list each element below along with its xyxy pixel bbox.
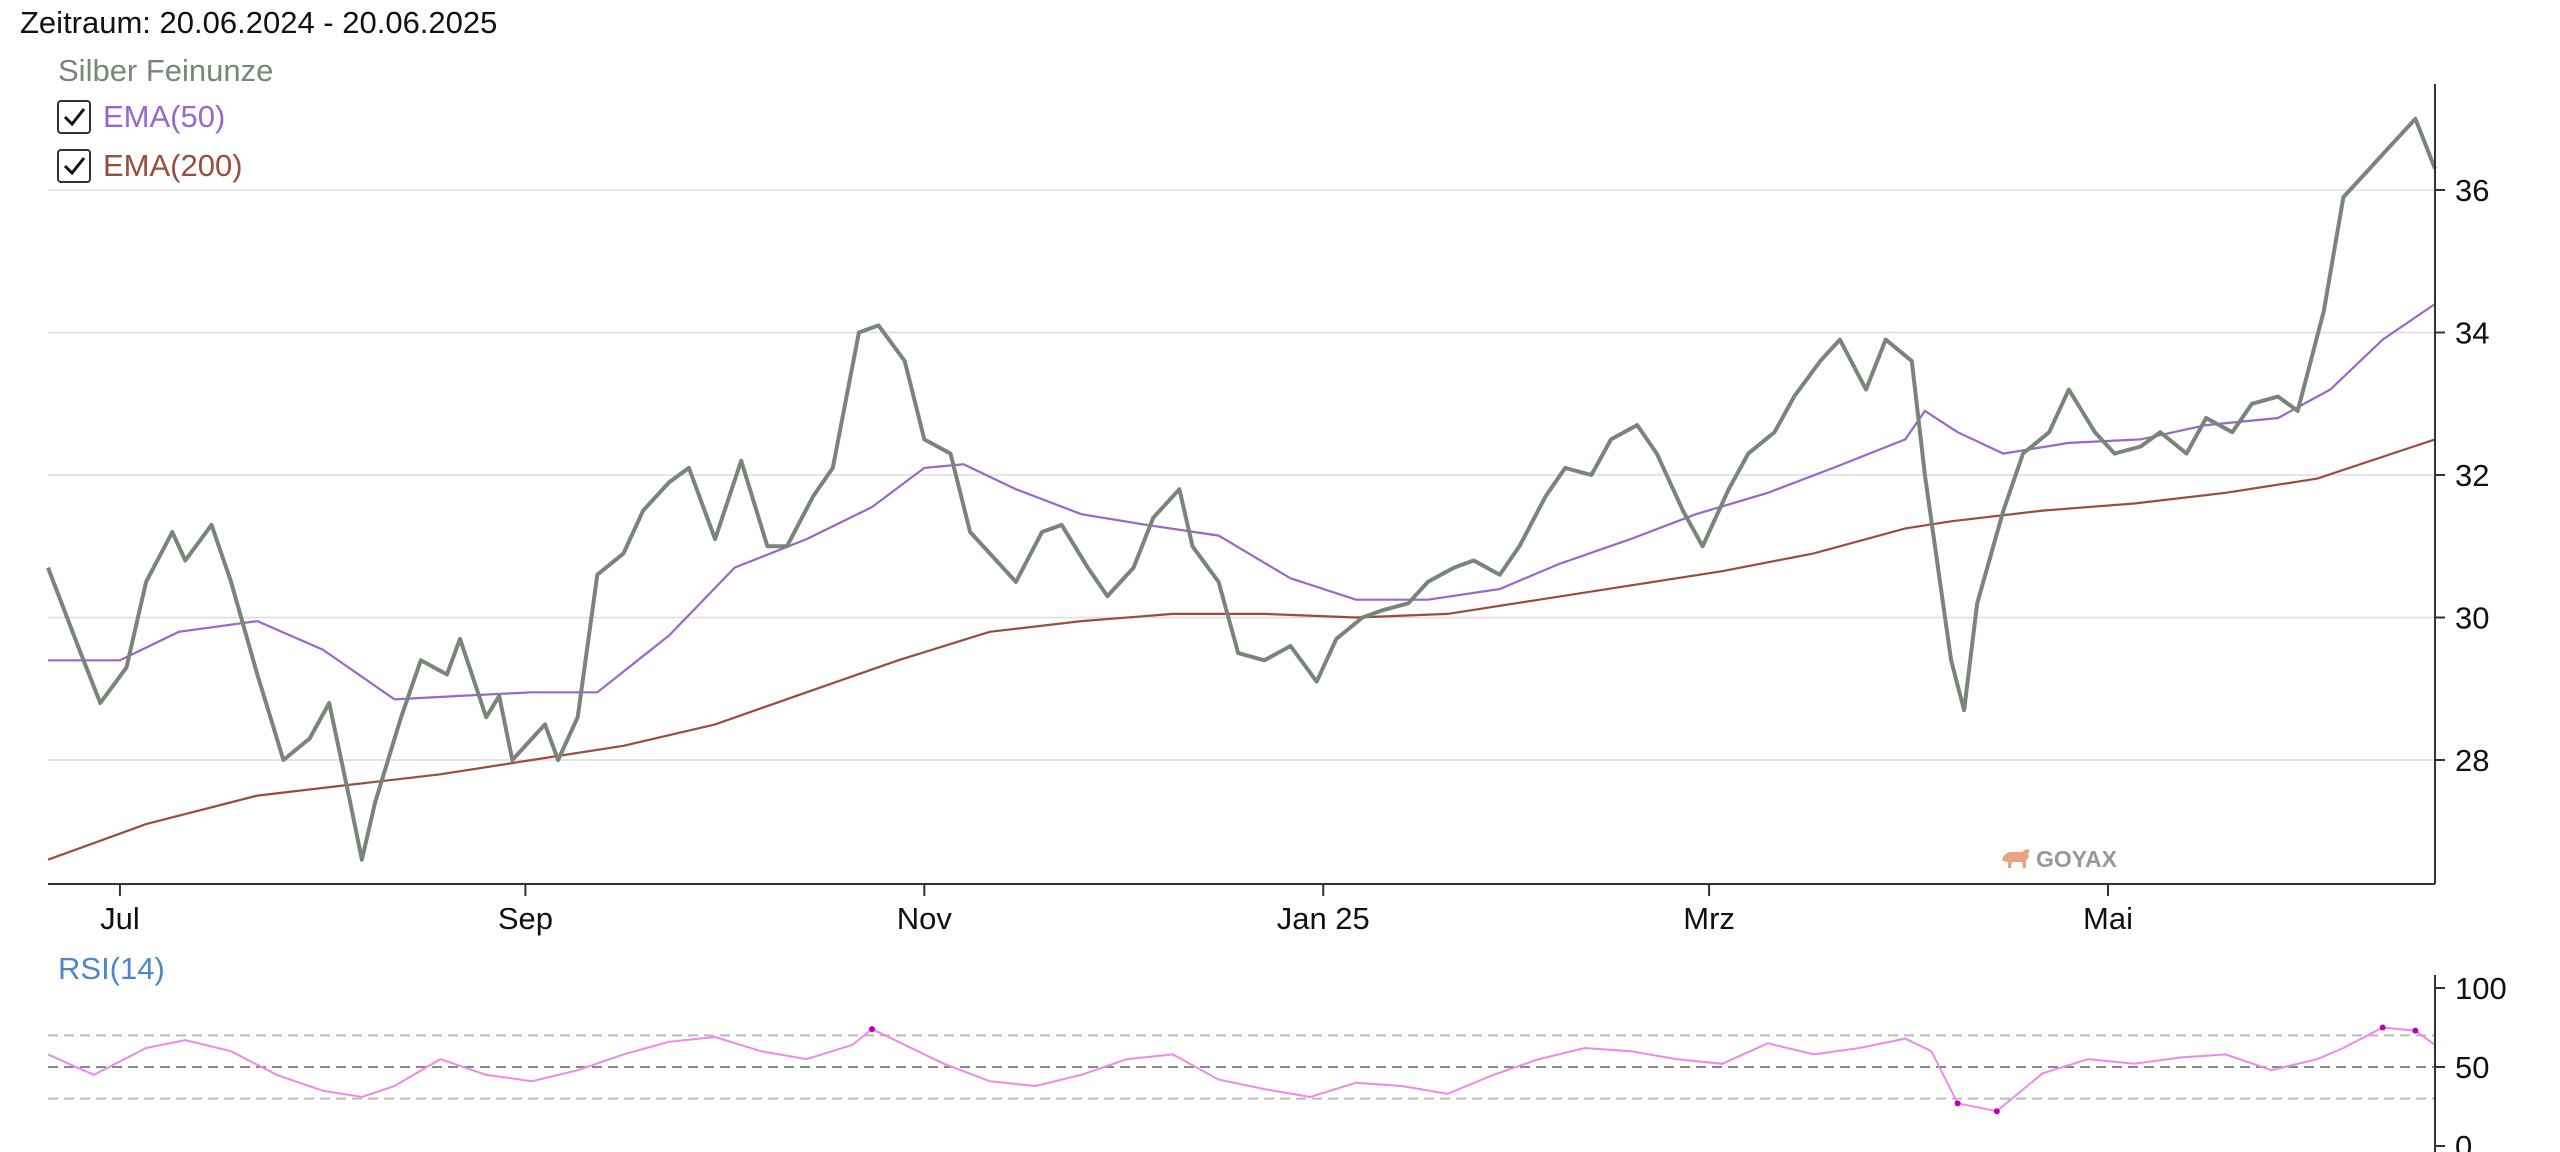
x-tick-label: Jul — [100, 901, 140, 936]
rsi-extreme-point — [1954, 1100, 1961, 1107]
legend-ema200-label: EMA(200) — [103, 148, 243, 183]
legend: Silber Feinunze EMA(50) EMA(200) — [57, 53, 273, 183]
y-tick-label: 28 — [2455, 743, 2489, 778]
rsi-extreme-segments — [869, 1024, 2419, 1115]
main-grid — [48, 189, 2435, 761]
y-tick-label: 36 — [2455, 173, 2489, 208]
y-tick-label: 34 — [2455, 316, 2489, 351]
rsi-extreme-point — [869, 1026, 876, 1033]
rsi-y-tick-label: 100 — [2455, 971, 2507, 1006]
rsi-reference-lines — [48, 1034, 2435, 1100]
x-tick-label: Nov — [897, 901, 953, 936]
watermark-text: GOYAX — [2036, 846, 2118, 872]
legend-price-label: Silber Feinunze — [58, 53, 273, 88]
x-tick-label: Sep — [498, 901, 553, 936]
checkmark-icon — [63, 157, 86, 176]
rsi-label: RSI(14) — [58, 951, 165, 986]
ema200-checkbox[interactable] — [57, 149, 91, 183]
x-tick-label: Mai — [2083, 901, 2133, 936]
bull-icon — [2002, 849, 2030, 868]
x-tick-label: Mrz — [1683, 901, 1735, 936]
legend-ema200-toggle[interactable]: EMA(200) — [57, 148, 243, 183]
goyax-watermark: GOYAX — [2002, 846, 2118, 872]
ema50-checkbox[interactable] — [57, 100, 91, 134]
rsi-y-tick-label: 50 — [2455, 1050, 2489, 1085]
rsi-extreme-point — [2379, 1024, 2386, 1031]
rsi-y-tick-label: 0 — [2455, 1129, 2472, 1152]
rsi-y-ticks: 0 50 100 — [2435, 971, 2507, 1152]
ema200-line — [47, 438, 2436, 861]
ema50-line — [48, 303, 2436, 701]
period-text: Zeitraum: 20.06.2024 - 20.06.2025 — [20, 5, 497, 40]
main-y-ticks: 28 30 32 34 36 — [2435, 173, 2489, 778]
y-tick-label: 30 — [2455, 601, 2489, 636]
rsi-extreme-point — [2412, 1027, 2419, 1034]
x-tick-label: Jan 25 — [1277, 901, 1370, 936]
checkmark-icon — [63, 108, 86, 127]
main-x-ticks: Jul Sep Nov Jan 25 Mrz Mai — [100, 884, 2133, 936]
rsi-line — [47, 1026, 2436, 1113]
legend-ema50-label: EMA(50) — [103, 99, 225, 134]
legend-ema50-toggle[interactable]: EMA(50) — [57, 99, 225, 134]
rsi-extreme-point — [1993, 1108, 2000, 1115]
y-tick-label: 32 — [2455, 458, 2489, 493]
price-line — [46, 116, 2437, 862]
